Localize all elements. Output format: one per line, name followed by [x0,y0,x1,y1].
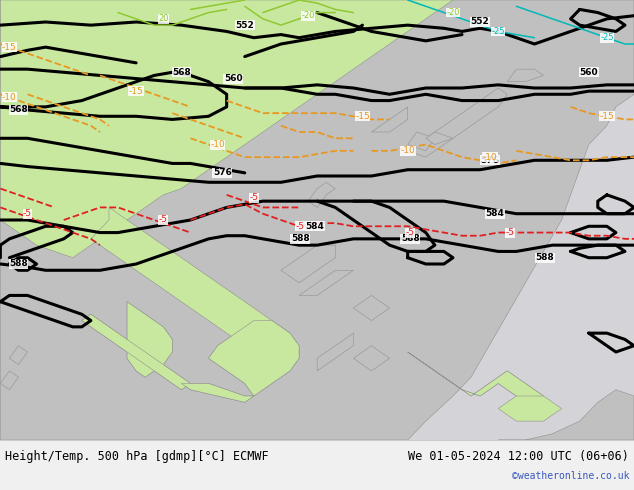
Text: 560: 560 [579,68,598,77]
Polygon shape [1,371,18,390]
Polygon shape [127,302,172,377]
Bar [1,440,634,490]
Text: -10: -10 [210,140,225,149]
Text: 20: 20 [158,14,169,24]
Text: 568: 568 [9,105,28,115]
Text: -10: -10 [2,93,16,102]
Polygon shape [1,0,453,258]
Text: -25: -25 [600,33,614,42]
Polygon shape [408,352,543,402]
Polygon shape [317,333,353,371]
Polygon shape [408,352,543,402]
Polygon shape [91,207,290,352]
Text: 588: 588 [401,234,420,244]
Text: -5: -5 [505,228,515,237]
Text: 576: 576 [481,156,500,165]
Polygon shape [82,314,190,390]
Polygon shape [82,314,190,390]
Text: 552: 552 [470,18,489,26]
Text: 552: 552 [235,21,254,29]
Text: 568: 568 [172,68,191,77]
Text: -5: -5 [249,194,258,202]
Text: 584: 584 [486,209,505,218]
Text: -15: -15 [355,112,370,121]
Polygon shape [281,245,335,283]
Text: -15: -15 [129,87,143,96]
Text: 584: 584 [306,222,325,231]
Text: ©weatheronline.co.uk: ©weatheronline.co.uk [512,471,629,481]
Polygon shape [181,384,254,402]
Polygon shape [181,384,254,402]
Polygon shape [127,302,172,377]
Polygon shape [507,69,543,82]
Text: 576: 576 [213,169,231,177]
Text: -15: -15 [2,43,16,51]
Text: -20: -20 [301,11,315,20]
Polygon shape [426,132,453,145]
Polygon shape [353,346,390,371]
Polygon shape [299,270,353,295]
Text: -10: -10 [482,153,498,162]
Text: -15: -15 [600,112,614,121]
Text: 588: 588 [9,260,28,269]
Text: -5: -5 [158,216,168,224]
Polygon shape [408,132,435,151]
Text: -5: -5 [23,209,32,218]
Polygon shape [353,295,390,320]
Text: Height/Temp. 500 hPa [gdmp][°C] ECMWF: Height/Temp. 500 hPa [gdmp][°C] ECMWF [5,449,269,463]
Text: 560: 560 [224,74,243,83]
Polygon shape [372,107,408,132]
Text: -5: -5 [406,228,415,237]
Polygon shape [308,182,335,207]
Bar [1,0,634,440]
Text: 588: 588 [291,234,309,244]
Polygon shape [408,88,507,157]
Text: -5: -5 [295,222,305,231]
Polygon shape [498,390,634,440]
Text: We 01-05-2024 12:00 UTC (06+06): We 01-05-2024 12:00 UTC (06+06) [408,449,629,463]
Polygon shape [209,320,299,396]
Polygon shape [498,396,562,421]
Text: 588: 588 [536,253,554,262]
Text: -10: -10 [400,147,415,155]
Polygon shape [1,0,634,440]
Text: -25: -25 [491,27,505,36]
Text: -20: -20 [446,8,460,17]
Polygon shape [10,346,27,365]
Polygon shape [209,320,299,396]
